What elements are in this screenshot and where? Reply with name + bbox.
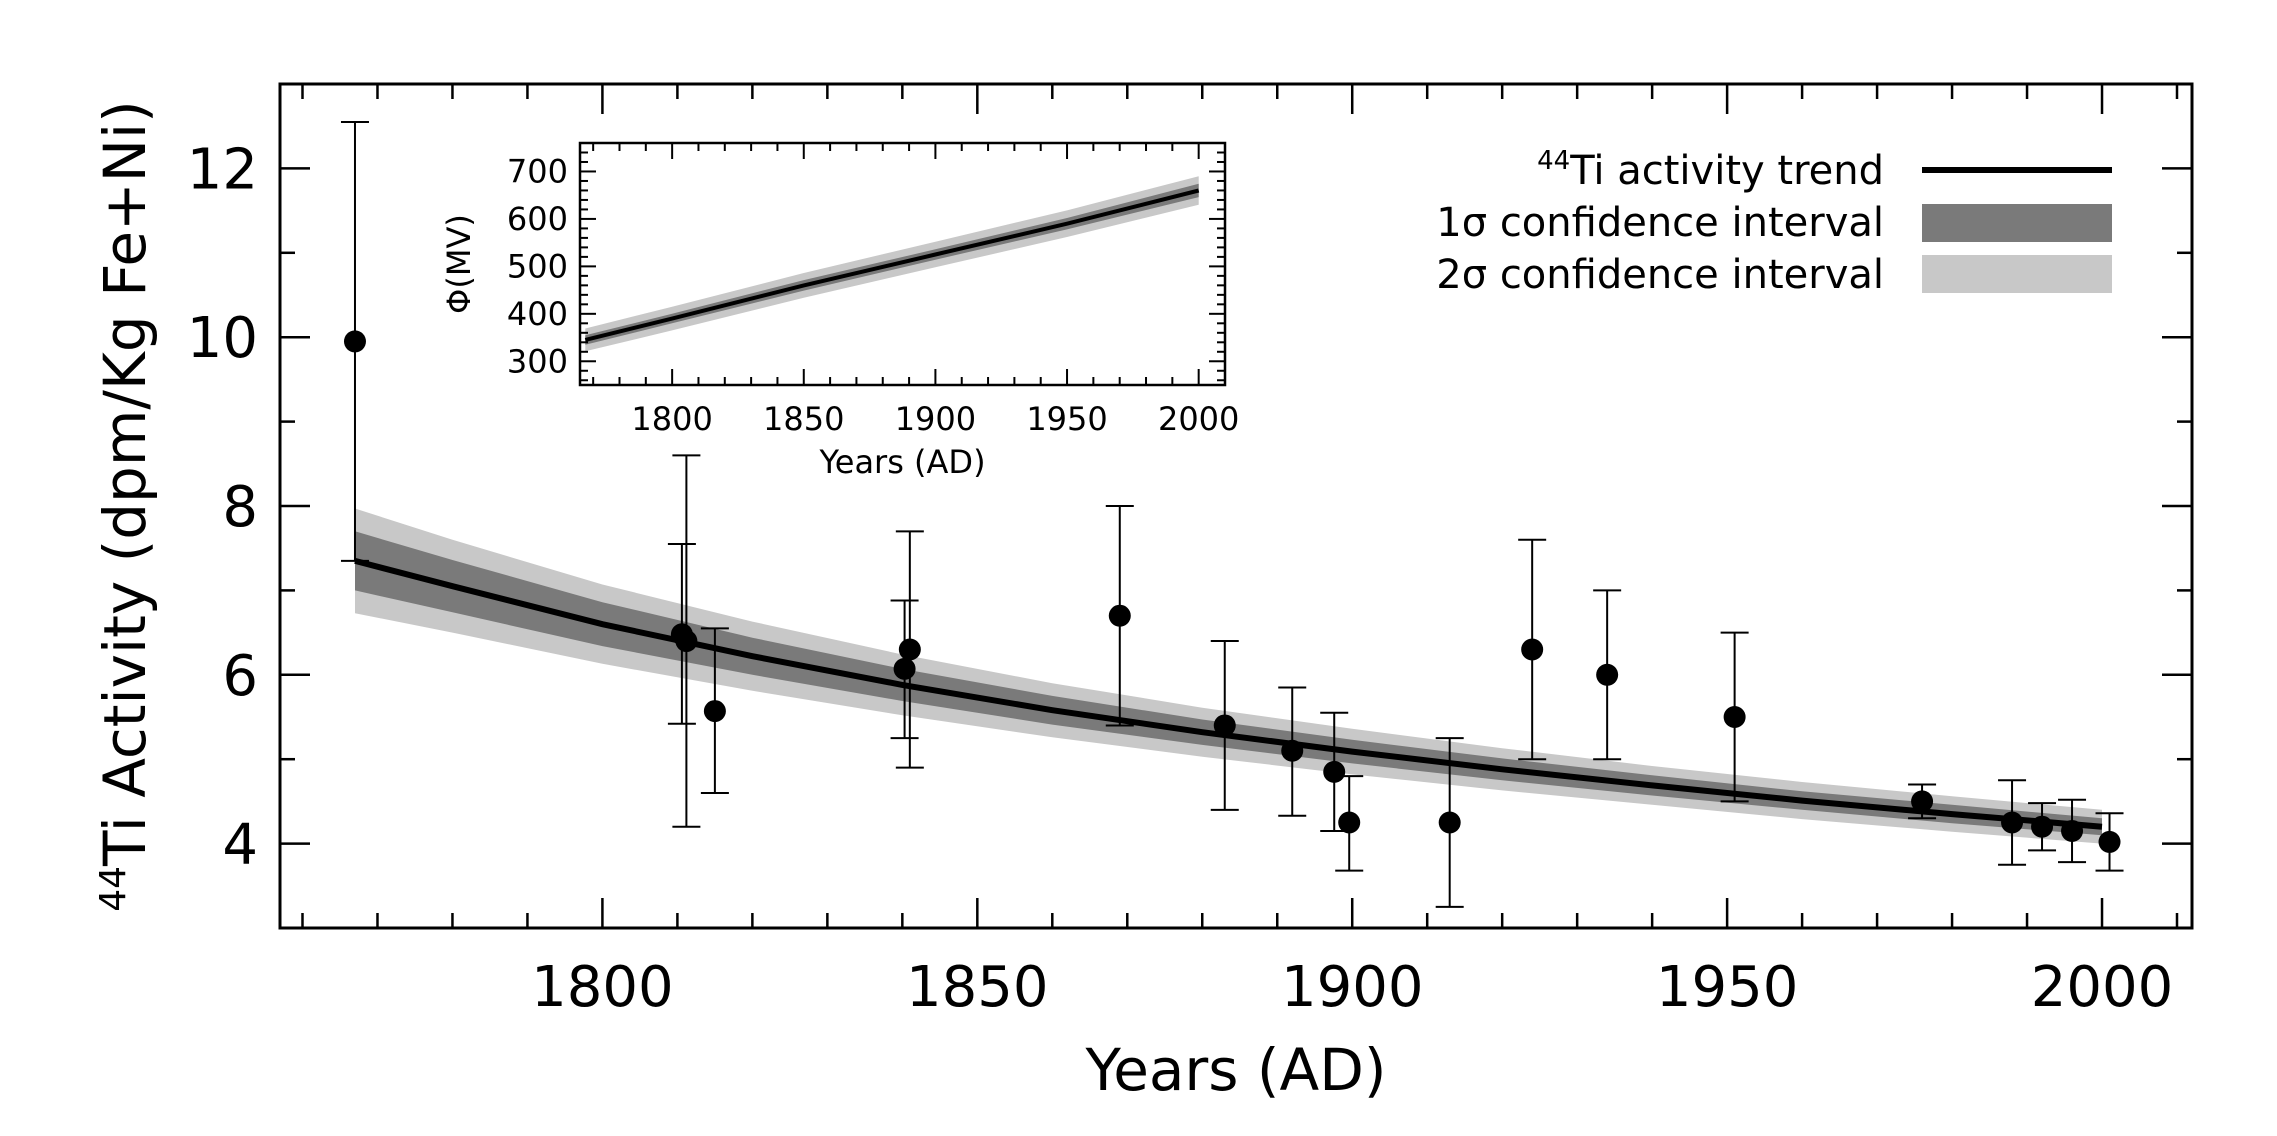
data-marker	[2031, 815, 2054, 838]
inset-y-tick-label: 600	[507, 200, 568, 238]
inset-x-tick-label: 1850	[763, 400, 844, 438]
main-y-axis-title-superscript: 44	[93, 866, 134, 912]
data-point	[2058, 798, 2087, 864]
x-tick-label: 2000	[2031, 955, 2174, 1020]
legend-swatch-2sigma	[1922, 255, 2112, 293]
main-y-axis-title-text: Ti Activity (dpm/Kg Fe+Ni)	[91, 100, 159, 867]
data-marker	[343, 330, 366, 353]
inset-tick-marks	[580, 143, 1226, 385]
inset-y-tick-label: 700	[507, 152, 568, 190]
main-y-axis-title: 44Ti Activity (dpm/Kg Fe+Ni)	[91, 100, 159, 912]
data-point	[700, 627, 729, 794]
main-y-tick-labels: 4 6 8 10 12	[187, 137, 258, 877]
data-point	[1105, 505, 1134, 727]
data-marker	[1521, 638, 1544, 661]
y-tick-label: 12	[187, 137, 258, 202]
inset-x-axis-title: Years (AD)	[818, 443, 985, 481]
data-point	[2095, 812, 2124, 872]
data-marker	[1438, 811, 1461, 834]
data-point	[672, 454, 701, 828]
data-point	[1335, 775, 1364, 872]
data-point	[890, 599, 919, 740]
data-marker	[1323, 760, 1346, 783]
data-point	[1908, 783, 1937, 820]
legend-label-trend-superscript: 44	[1537, 146, 1570, 176]
legend-swatch-1sigma	[1922, 204, 2112, 242]
data-marker	[1596, 663, 1619, 686]
trend-2sigma-band	[355, 508, 2102, 844]
data-point	[1518, 538, 1547, 761]
data-point	[2028, 802, 2057, 852]
inset-x-tick-label: 2000	[1158, 400, 1239, 438]
data-point	[1998, 779, 2027, 866]
y-tick-label: 10	[187, 306, 258, 371]
legend-label-trend-text: Ti activity trend	[1569, 148, 1884, 194]
x-tick-label: 1800	[531, 955, 674, 1020]
data-marker	[1213, 714, 1236, 737]
legend: 44Ti activity trend 1σ confidence interv…	[1436, 146, 2112, 298]
x-tick-label: 1950	[1656, 955, 1799, 1020]
inset-plot-frame	[578, 141, 1227, 387]
data-marker	[703, 700, 726, 723]
data-point	[1720, 631, 1749, 803]
inset-y-tick-label: 500	[507, 247, 568, 285]
data-marker	[1338, 811, 1361, 834]
data-marker	[2061, 819, 2084, 842]
data-marker	[2098, 830, 2121, 853]
data-point	[1435, 737, 1464, 908]
data-point	[340, 120, 369, 562]
inset-y-axis-title: Φ(MV)	[440, 214, 478, 314]
legend-label-trend: 44Ti activity trend	[1537, 146, 1884, 194]
x-tick-label: 1850	[906, 955, 1049, 1020]
inset-y-tick-label: 400	[507, 295, 568, 333]
y-tick-label: 8	[222, 475, 258, 540]
y-tick-label: 6	[222, 644, 258, 709]
inset-phi-line	[584, 188, 1200, 342]
data-point	[1593, 589, 1622, 761]
inset-x-tick-label: 1950	[1026, 400, 1107, 438]
legend-label-2sigma: 2σ confidence interval	[1436, 252, 1884, 298]
data-marker	[2001, 811, 2024, 834]
main-tick-marks	[280, 82, 2192, 930]
data-marker	[1281, 739, 1304, 762]
y-tick-label: 4	[222, 813, 258, 878]
main-x-axis-title: Years (AD)	[1084, 1036, 1386, 1104]
x-tick-label: 1900	[1281, 955, 1424, 1020]
inset-x-tick-labels: 1800 1850 1900 1950 2000	[631, 400, 1239, 438]
data-point	[1210, 640, 1239, 811]
inset-y-tick-label: 300	[507, 342, 568, 380]
inset-plot: 1800 1850 1900 1950 2000 300 400 500 600 700 Yea…	[440, 141, 1239, 481]
data-marker	[1723, 706, 1746, 728]
data-marker	[898, 638, 921, 661]
main-x-tick-labels: 1800 1850 1900 1950 2000	[531, 955, 2173, 1020]
data-marker	[675, 630, 698, 653]
data-marker	[1911, 790, 1934, 813]
inset-x-tick-label: 1900	[895, 400, 976, 438]
inset-x-tick-label: 1800	[631, 400, 712, 438]
data-point	[1278, 686, 1307, 817]
data-marker	[1108, 604, 1131, 627]
data-marker	[893, 657, 916, 680]
inset-y-tick-labels: 300 400 500 600 700	[507, 152, 568, 380]
data-point	[895, 530, 924, 769]
trend-line	[354, 557, 2103, 830]
legend-label-1sigma: 1σ confidence interval	[1436, 200, 1884, 246]
data-points	[340, 120, 2124, 908]
